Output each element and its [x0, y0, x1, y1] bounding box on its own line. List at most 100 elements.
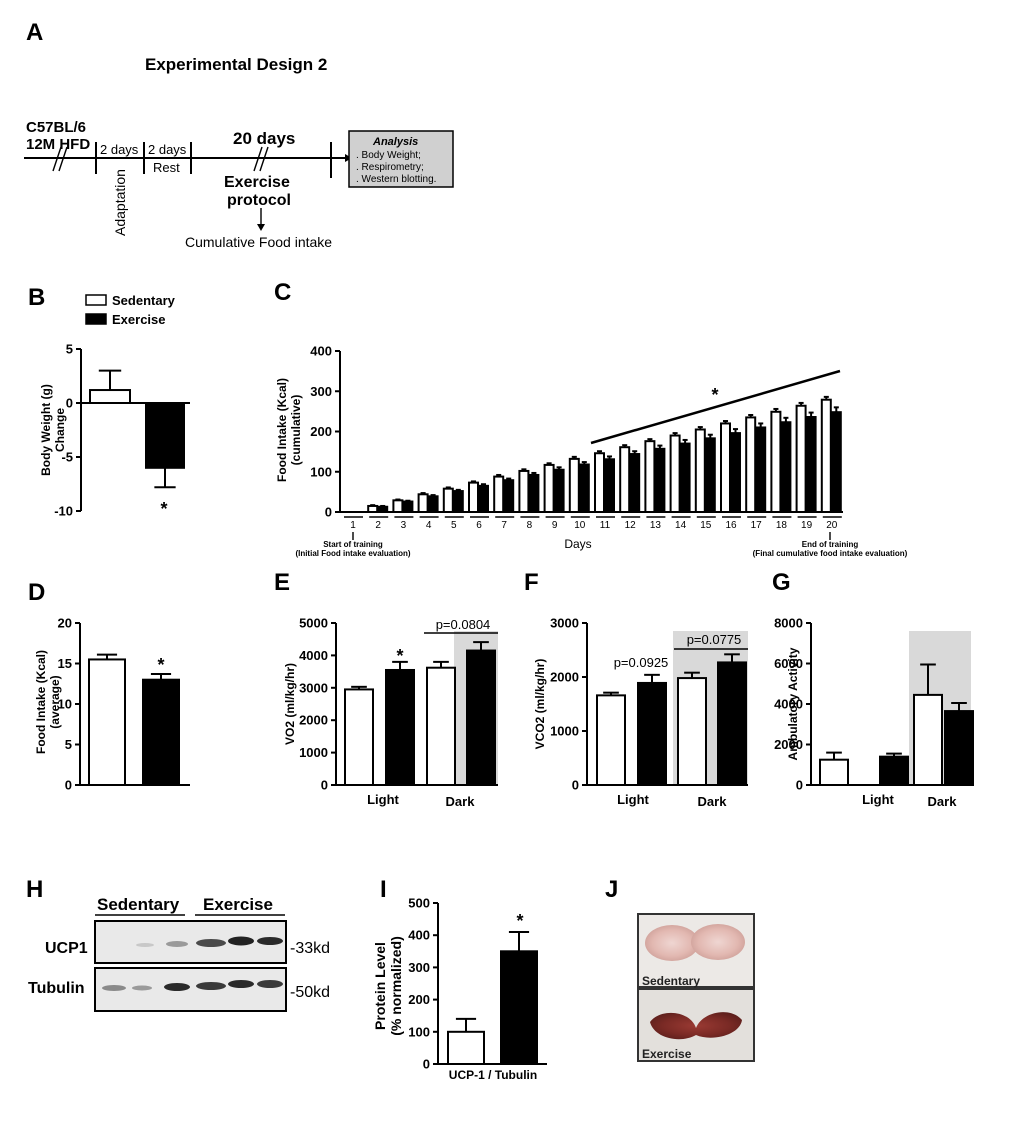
- y-tick-label: 400: [310, 344, 332, 359]
- x-tick-label: 17: [751, 520, 763, 531]
- x-tick-label: 10: [574, 520, 586, 531]
- strain-label: C57BL/6: [26, 119, 86, 136]
- y-axis-title: (% normalized): [388, 936, 404, 1036]
- bar-exercise: [145, 402, 185, 469]
- y-tick-label: 15: [58, 656, 72, 671]
- x-tick-label: 12: [625, 520, 637, 531]
- diet-label: 12M HFD: [26, 136, 90, 153]
- panel-f: F 0 1000 2000 3000 VCO2 (ml/kg/hr) Light Dark p…: [524, 569, 748, 809]
- x-tick-label: 6: [476, 520, 482, 531]
- protocol-line1: Exercise: [224, 174, 290, 191]
- y-tick-label: 300: [408, 960, 430, 975]
- y-axis-title: Protein Level: [372, 942, 388, 1030]
- bar-sedentary: [720, 422, 731, 514]
- y-tick-label: 200: [408, 992, 430, 1007]
- bar-sedentary: [392, 499, 404, 514]
- bar-light-exercise: [385, 668, 415, 786]
- y-tick-label: 0: [321, 778, 328, 793]
- y-axis-title: Food Intake (Kcal): [34, 650, 48, 754]
- x-tick-label-light: Light: [617, 792, 649, 807]
- x-tick-label: 2: [375, 520, 381, 531]
- timeline-break-2a: [253, 146, 263, 172]
- y-tick-label: -5: [61, 450, 73, 465]
- chart-f: 0 1000 2000 3000 VCO2 (ml/kg/hr) Light Dark p=0…: [533, 616, 748, 809]
- blot-group-sedentary: Sedentary: [97, 895, 180, 914]
- tissue-sedentary-right: [691, 924, 745, 960]
- bar-exercise: [805, 416, 817, 514]
- y-axis-title: Body Weight (g): [39, 384, 53, 476]
- bar-exercise: [452, 490, 464, 514]
- ucp1-band-5: [228, 936, 254, 946]
- blot-row-ucp1: UCP1: [45, 940, 88, 957]
- blot-ucp1-membrane: [94, 920, 287, 964]
- x-tick-label-dark: Dark: [698, 794, 728, 809]
- y-tick-label: 400: [408, 928, 430, 943]
- x-tick-label: 14: [675, 520, 687, 531]
- bar-exercise: [142, 678, 180, 787]
- blot-tubulin-membrane: [94, 967, 287, 1012]
- chart-g: 0 2000 4000 6000 8000 Ambulatory Activity Ligh…: [774, 616, 974, 809]
- tissue-exercise: [650, 1012, 742, 1040]
- rest-days: 2 days: [148, 142, 187, 157]
- x-tick-label: 13: [650, 520, 662, 531]
- bar-exercise: [377, 505, 389, 513]
- x-tick-label: 19: [801, 520, 813, 531]
- bar-dark-sedentary: [426, 666, 456, 786]
- y-tick-label: 4000: [299, 648, 328, 663]
- bar-dark-exercise: [466, 649, 496, 786]
- chart-e: 0 1000 2000 3000 4000 5000 VO2 (ml/kg/hr) Light…: [283, 616, 498, 809]
- y-tick-label: 0: [572, 778, 579, 793]
- x-axis-title: Days: [564, 537, 591, 551]
- y-tick-label: 200: [310, 424, 332, 439]
- y-tick-label: 100: [310, 464, 332, 479]
- analysis-box: [348, 130, 454, 188]
- x-axis-title: UCP-1 / Tubulin: [449, 1068, 537, 1082]
- y-tick-label: -10: [54, 504, 73, 519]
- bar-light-sedentary: [344, 688, 374, 786]
- bar-exercise: [478, 484, 489, 513]
- bar-light-sedentary: [596, 694, 626, 786]
- bar-light-exercise: [637, 681, 667, 786]
- timeline-break-1a: [52, 146, 62, 172]
- bar-sedentary: [770, 410, 782, 513]
- tubulin-band-4: [196, 982, 226, 990]
- bar-exercise: [830, 411, 842, 513]
- y-tick-label: 5000: [299, 616, 328, 631]
- panel-label-h: H: [26, 876, 43, 903]
- bar-sedentary: [669, 434, 681, 513]
- end-title: End of training: [802, 540, 859, 549]
- y-tick-label: 5: [66, 342, 73, 357]
- bar-exercise: [427, 495, 439, 513]
- bar-exercise: [704, 437, 716, 513]
- bar-sedentary: [468, 481, 479, 513]
- x-tick-label: 18: [776, 520, 788, 531]
- bar-dark-sedentary: [677, 677, 707, 787]
- significance-star: *: [160, 499, 167, 519]
- panel-g: G 0 2000 4000 6000 8000 Ambulatory Activity Li…: [772, 569, 974, 809]
- x-tick-label: 5: [451, 520, 457, 531]
- bar-sedentary: [442, 487, 454, 513]
- blot-size-tubulin: -50kd: [290, 984, 330, 1001]
- panel-b: B Sedentary Exercise 5 0 -5 -10 Body Weight …: [28, 284, 190, 519]
- p-value-dark: p=0.0804: [436, 617, 491, 632]
- bar-sedentary: [367, 504, 379, 513]
- bar-exercise: [578, 463, 590, 514]
- bar-exercise: [654, 447, 666, 513]
- y-tick-label: 3000: [550, 616, 579, 631]
- design-title: Experimental Design 2: [145, 55, 327, 74]
- y-axis-title: VCO2 (ml/kg/hr): [533, 659, 547, 750]
- legend-sedentary: Sedentary: [112, 293, 176, 308]
- significance-star: *: [711, 385, 718, 405]
- y-tick-label: 4000: [774, 697, 803, 712]
- timeline-break-2b: [259, 146, 269, 172]
- blot-group-exercise: Exercise: [203, 895, 273, 914]
- panel-c: C 0 100 200 300 400 Food Intake (Kcal) (cumula…: [274, 279, 908, 558]
- y-tick-label: 5: [65, 737, 72, 752]
- bar-exercise: [402, 500, 414, 514]
- food-intake-label: Cumulative Food intake: [185, 234, 332, 250]
- tissue-sedentary-left: [645, 925, 699, 961]
- bar-sedentary: [820, 398, 832, 514]
- y-axis-title: Change: [53, 408, 67, 452]
- panel-label-i: I: [380, 876, 387, 903]
- panel-label-d: D: [28, 579, 45, 606]
